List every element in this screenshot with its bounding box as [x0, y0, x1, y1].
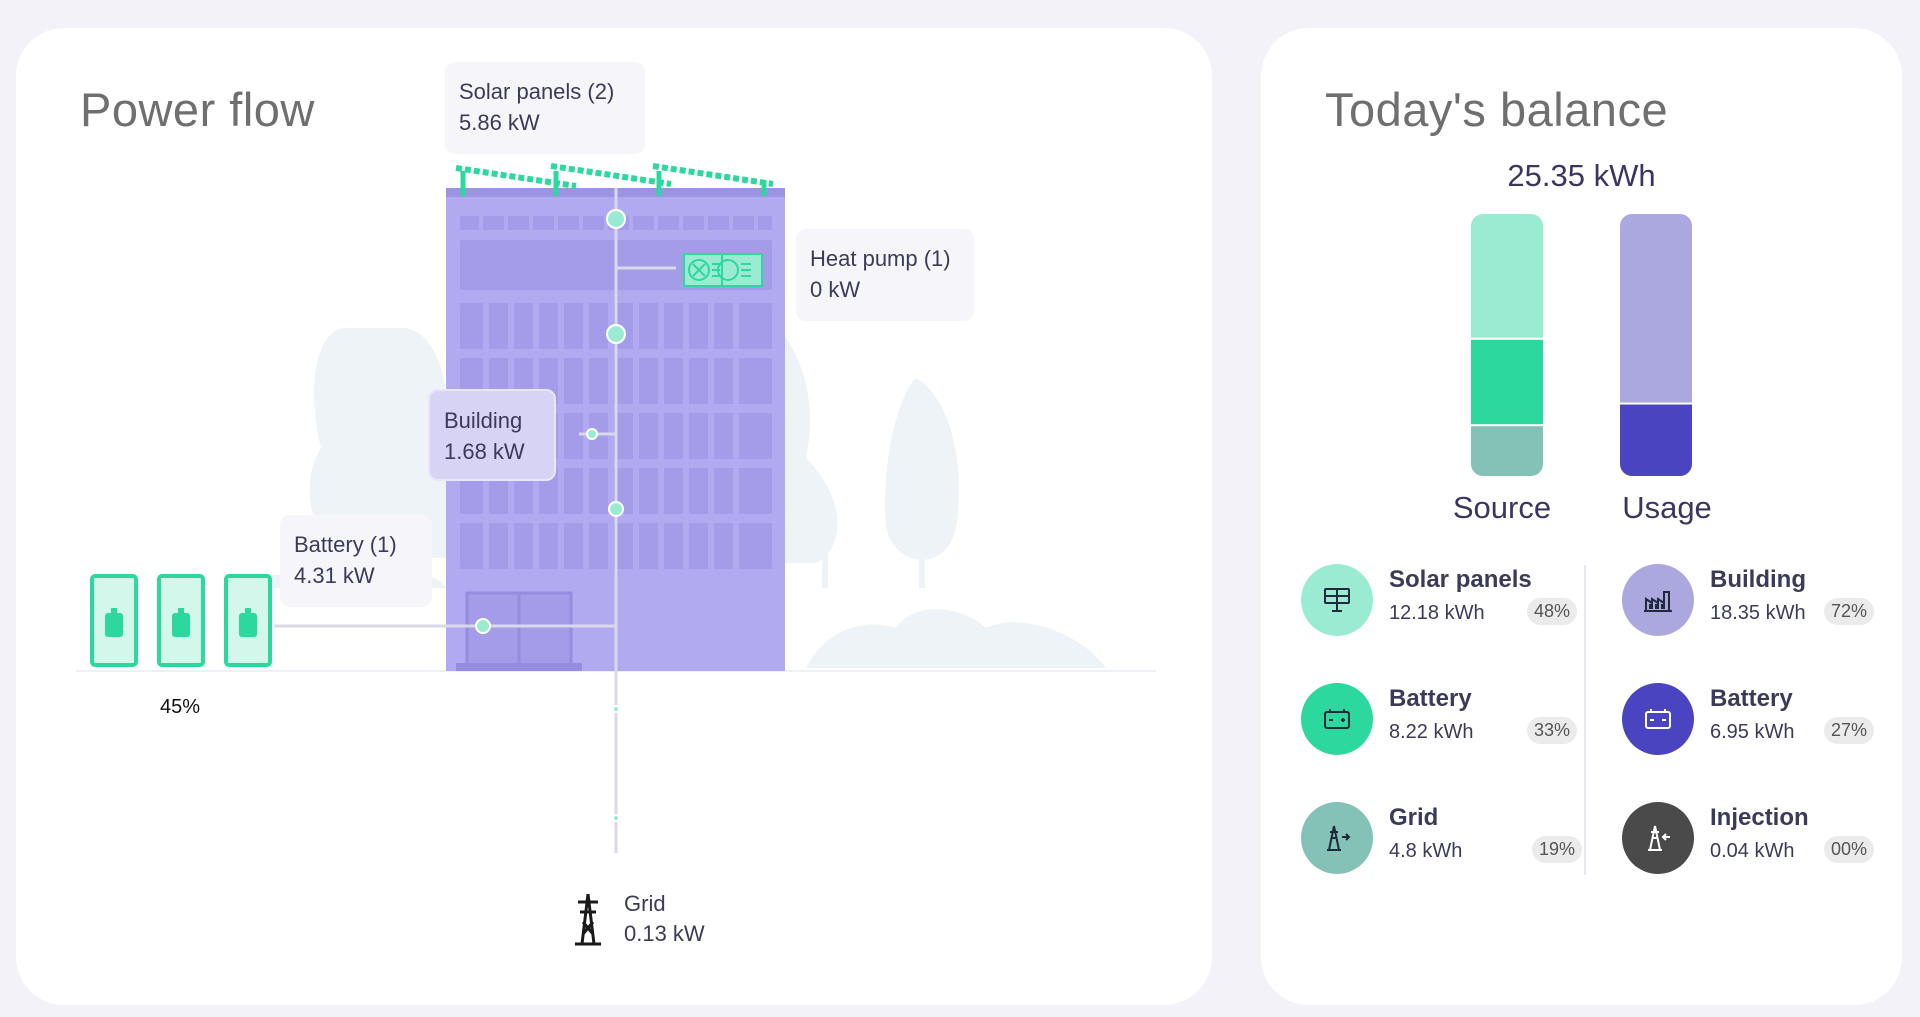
source-segment-grid[interactable] — [1471, 426, 1543, 476]
usage-bar-caption: Usage — [1622, 490, 1712, 525]
heat-pump-graphic — [683, 253, 763, 287]
source-bar-caption: Source — [1452, 490, 1552, 525]
battery-value: 4.31 kW — [294, 563, 375, 588]
building-name: Building — [444, 408, 523, 433]
source-tile-battery[interactable]: Battery 8.22 kWh 33% — [1301, 675, 1601, 765]
heat-pump-name: Heat pump (1) — [810, 246, 951, 271]
source-bar[interactable] — [1471, 214, 1543, 476]
power-flow-card: Power flow — [16, 28, 1212, 1005]
solar-panels-label[interactable]: Solar panels (2) 5.86 kW — [445, 62, 645, 154]
balance-total: 25.35 kWh — [1507, 158, 1656, 193]
grid-value: 0.13 kW — [624, 921, 705, 946]
battery-bank-graphic — [90, 574, 272, 667]
usage-tile-battery[interactable]: Battery 6.95 kWh 27% — [1622, 675, 1920, 765]
source-tile-grid[interactable]: Grid 4.8 kWh 19% — [1301, 794, 1601, 884]
heat-pump-label[interactable]: Heat pump (1) 0 kW — [796, 229, 974, 321]
usage-injection-value: 0.04 kWh — [1710, 840, 1795, 862]
battery-name: Battery (1) — [294, 532, 397, 557]
source-tile-solar-panels[interactable]: Solar panels 12.18 kWh 48% — [1301, 556, 1601, 646]
grid-tower-icon — [1622, 802, 1694, 874]
power-flow-title: Power flow — [80, 83, 315, 136]
source-solar-panels-value: 12.18 kWh — [1389, 602, 1485, 624]
source-grid-name: Grid — [1389, 804, 1439, 831]
source-solar-panels-percent: 48% — [1527, 598, 1578, 625]
usage-tile-building[interactable]: Building 18.35 kWh 72% — [1622, 556, 1920, 646]
source-grid-value: 4.8 kWh — [1389, 840, 1463, 862]
grid-tower-icon — [1301, 802, 1373, 874]
source-battery-value: 8.22 kWh — [1389, 721, 1474, 743]
todays-balance-card: Today's balance 25.35 kWh Source Usage S… — [1261, 28, 1902, 1005]
source-segment-solar-panels[interactable] — [1471, 214, 1543, 338]
solar-panels-graphic — [455, 163, 774, 196]
usage-injection-name: Injection — [1710, 804, 1809, 831]
usage-building-percent: 72% — [1824, 598, 1875, 625]
battery-icon — [1301, 683, 1373, 755]
usage-building-value: 18.35 kWh — [1710, 602, 1806, 624]
usage-battery-name: Battery — [1710, 685, 1793, 712]
solar-panels-value: 5.86 kW — [459, 110, 540, 135]
solar-panel-icon — [1301, 564, 1373, 636]
building-value: 1.68 kW — [444, 439, 525, 464]
balance-bars — [1471, 214, 1692, 476]
todays-balance-title: Today's balance — [1325, 83, 1669, 136]
flow-dots — [475, 209, 626, 822]
battery-icon — [1622, 683, 1694, 755]
source-segment-battery[interactable] — [1471, 339, 1543, 425]
factory-icon — [1622, 564, 1694, 636]
usage-segment-battery[interactable] — [1620, 404, 1692, 476]
usage-building-name: Building — [1710, 566, 1806, 593]
grid-name: Grid — [624, 891, 666, 916]
usage-bar[interactable] — [1620, 214, 1692, 476]
usage-battery-percent: 27% — [1824, 717, 1875, 744]
solar-panels-name: Solar panels (2) — [459, 79, 615, 104]
usage-tile-injection[interactable]: Injection 0.04 kWh 00% — [1622, 794, 1920, 884]
source-battery-name: Battery — [1389, 685, 1472, 712]
balance-divider — [1584, 565, 1586, 875]
usage-battery-value: 6.95 kWh — [1710, 721, 1795, 743]
background-trees — [226, 308, 1106, 668]
grid-label[interactable]: Grid 0.13 kW — [624, 889, 705, 949]
source-battery-percent: 33% — [1527, 717, 1578, 744]
usage-segment-building[interactable] — [1620, 214, 1692, 403]
power-flow-scene — [76, 163, 1156, 946]
battery-charge-level: 45% — [160, 696, 201, 718]
building-label[interactable]: Building 1.68 kW — [428, 389, 556, 481]
heat-pump-value: 0 kW — [810, 277, 861, 302]
battery-label[interactable]: Battery (1) 4.31 kW — [280, 515, 432, 607]
usage-injection-percent: 00% — [1824, 836, 1875, 863]
source-grid-percent: 19% — [1532, 836, 1583, 863]
grid-tower-graphic — [575, 893, 601, 946]
source-solar-panels-name: Solar panels — [1389, 566, 1532, 593]
